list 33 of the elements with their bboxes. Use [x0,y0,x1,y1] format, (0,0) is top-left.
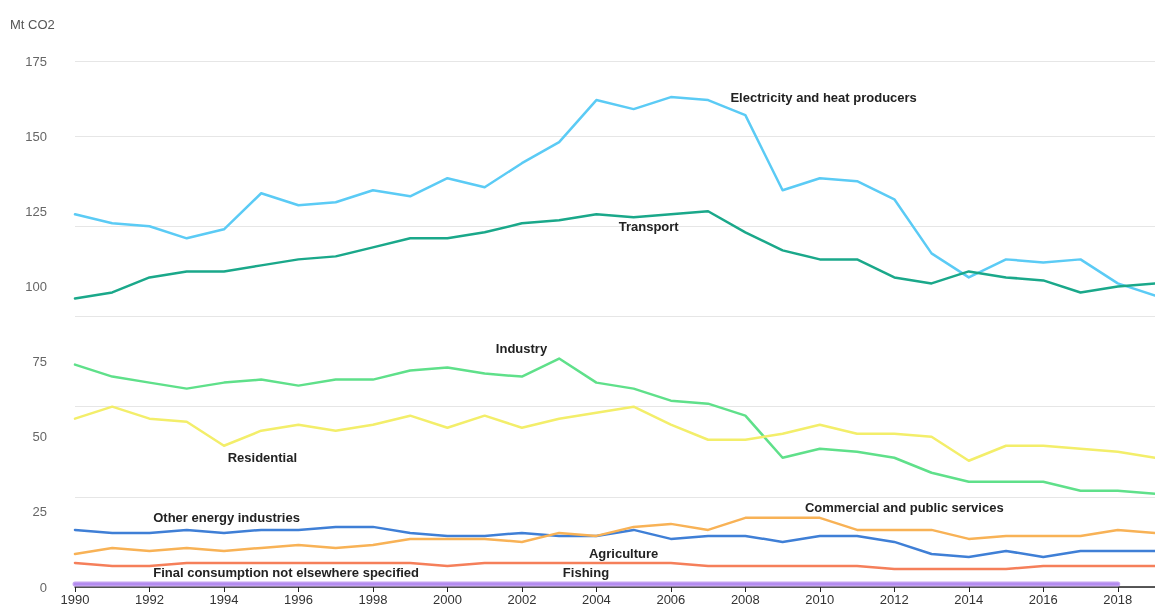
x-tick-label: 2006 [656,592,686,607]
y-tick-label: 125 [25,203,47,219]
x-tick-label: 2002 [507,592,537,607]
series-label: Agriculture [588,545,659,561]
x-tick-label: 2004 [581,592,611,607]
y-tick-label: 100 [25,278,47,294]
x-tick-label: 1992 [135,592,164,607]
series-label: Final consumption not elsewhere specified [153,565,420,581]
y-tick-label: 75 [32,354,47,370]
y-tick-label: 0 [39,579,47,595]
x-tick-label: 1990 [60,592,90,607]
x-tick-label: 1996 [283,592,313,607]
x-tick-label: 2012 [879,592,909,607]
series-label: Other energy industries [153,510,300,526]
series-label: Fishing [562,565,610,581]
y-tick-label: 50 [32,429,47,445]
y-tick-label: 150 [25,128,47,144]
x-tick-label: 2010 [805,592,835,607]
x-tick-label: 2016 [1028,592,1058,607]
series-label: Electricity and heat producers [730,90,917,106]
x-tick-label: 2000 [432,592,462,607]
x-tick-label: 2014 [954,592,984,607]
x-tick-label: 1998 [358,592,388,607]
x-tick-label: 2018 [1103,592,1133,607]
series-label: Residential [227,449,298,465]
series-label: Transport [618,219,680,235]
y-tick-label: 25 [32,504,47,520]
y-tick-label: 175 [25,53,47,69]
series-label: Commercial and public services [804,499,1004,515]
y-axis-title: Mt CO2 [10,17,55,32]
x-tick-label: 1994 [209,592,239,607]
x-tick-label: 2008 [730,592,760,607]
series-label: Industry [495,340,548,356]
